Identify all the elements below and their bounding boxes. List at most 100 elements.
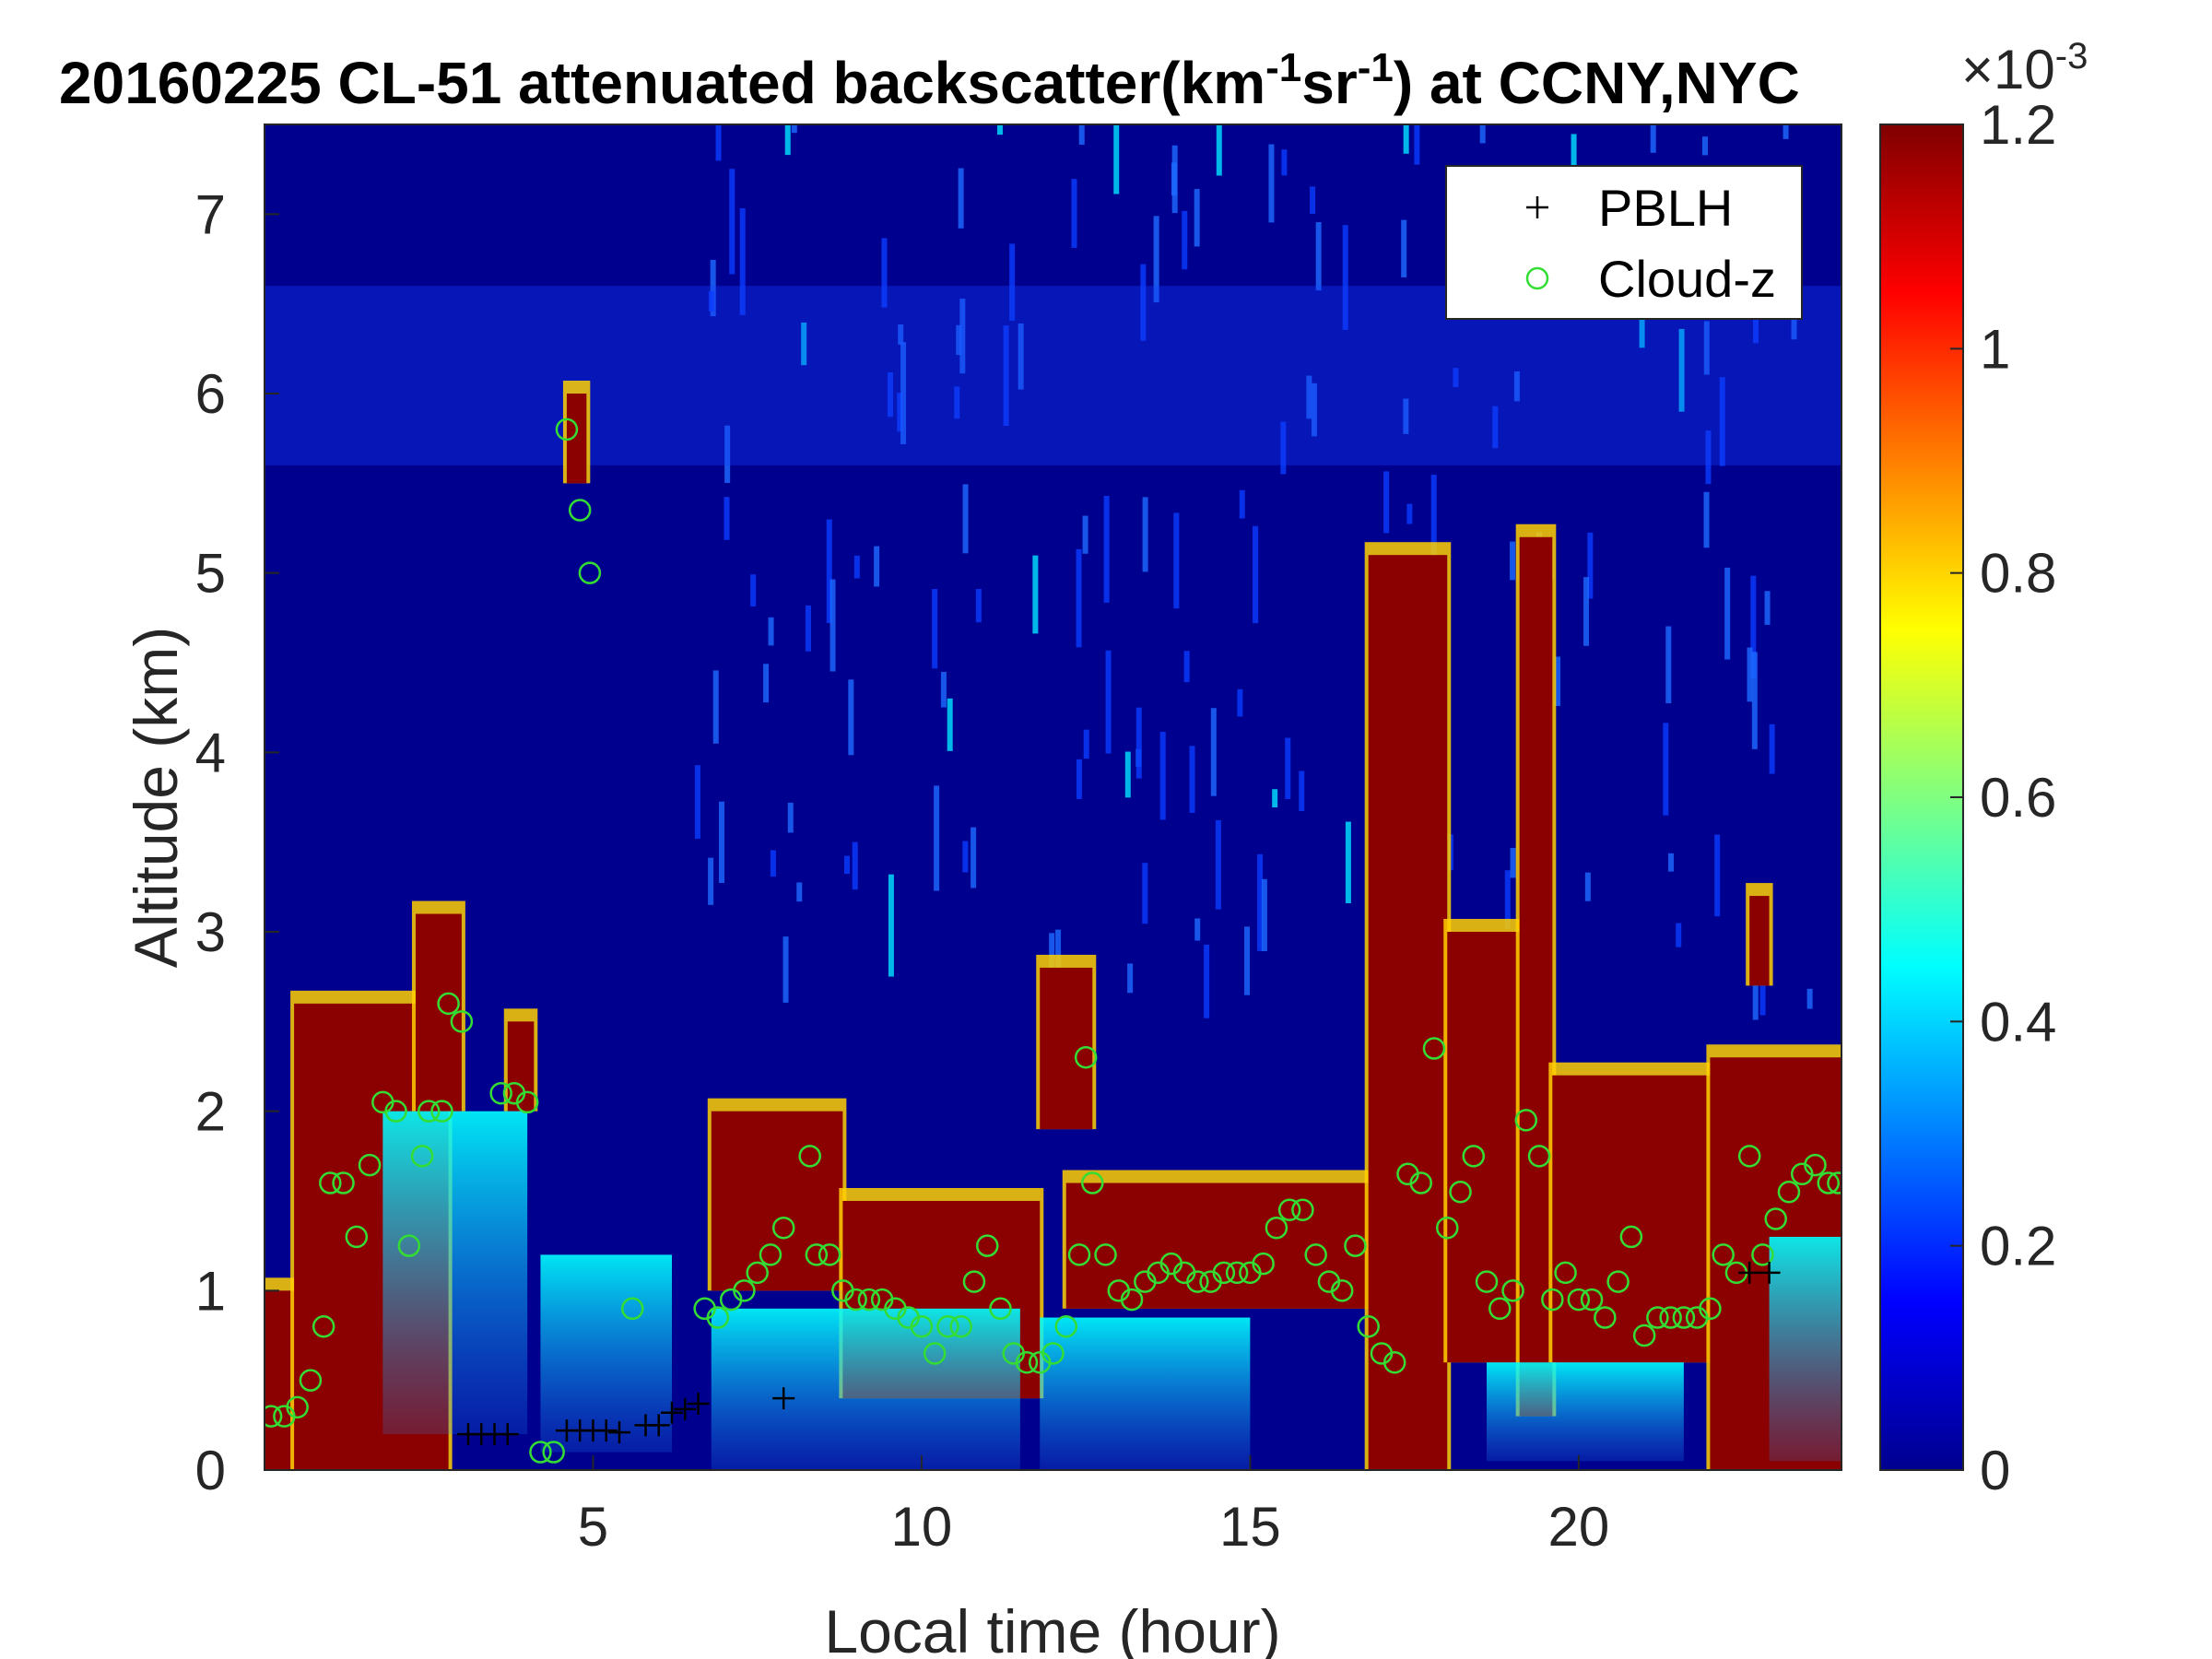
haze-streak [1261,878,1267,952]
haze-streak [1076,548,1082,648]
haze-streak [1311,382,1317,437]
cloud-z-point [312,1315,335,1338]
haze-streak [1127,963,1134,994]
cloud-z-point [1817,1171,1840,1194]
cloud-z-point [319,1171,342,1194]
colorbar-tick-label: 0 [1980,1440,2010,1501]
cloud-z-point [542,1441,565,1464]
haze-streak [1663,723,1669,816]
haze-streak [1078,124,1085,146]
haze-streak [1272,789,1278,808]
cloud-z-point [1699,1297,1722,1321]
cloud-z-point [771,1216,795,1240]
haze-streak [1583,577,1590,646]
cloud-z-point [578,561,602,584]
haze-streak [1171,162,1177,196]
haze-streak [796,882,803,902]
haze-streak [1383,471,1390,534]
haze-streak [784,124,791,156]
cloud-z-point [1646,1306,1669,1329]
haze-streak [1268,144,1275,223]
haze-streak [1009,243,1016,321]
cloud-z-markers [265,418,1841,1464]
pblh-point [687,1392,710,1415]
cloud-z-point [1514,1109,1538,1132]
haze-streak [1769,724,1775,774]
haze-streak [971,827,977,888]
haze-streak [1183,651,1190,683]
haze-streak [1306,375,1312,419]
cloud-z-point [1501,1279,1524,1302]
cloud-z-point [1659,1306,1682,1329]
cloud-z-point [430,1100,453,1123]
haze-streak [1194,918,1201,941]
cloud-z-point [1527,1145,1551,1168]
cloud-z-point [1265,1216,1288,1240]
haze-streak [1018,323,1024,390]
cloud-z-point [437,992,460,1016]
haze-streak [1453,368,1459,387]
cloud-z-point [1015,1350,1039,1374]
haze-streak [1204,944,1210,1018]
x-tick-label: 15 [1219,1496,1281,1558]
haze-streak [932,589,938,669]
cloud-z-point [989,1297,1012,1321]
cloud-z-point [358,1153,382,1177]
cloud-z-point [1554,1261,1577,1285]
cloud-z-point [489,1081,512,1105]
cloud-z-point [1344,1234,1367,1257]
haze-streak [830,579,836,672]
cloud-column [507,1021,535,1112]
haze-streak [900,342,907,445]
y-axis-ticks: 0 1 2 3 4 5 6 7 [195,183,279,1501]
cloud-z-point [620,1297,644,1321]
legend-box [1445,165,1803,320]
haze-streak [1142,863,1148,924]
haze-streak [1215,819,1221,910]
cloud-z-point [1357,1315,1380,1338]
cloud-z-point [1777,1181,1801,1204]
cloud-z-point [1672,1306,1696,1329]
haze-streak [1403,124,1409,154]
haze-streak [1510,541,1516,581]
haze-streak [1665,626,1672,704]
haze-streak [1430,475,1437,574]
cloud-z-point [1330,1279,1354,1302]
haze-streak [962,841,969,873]
haze-streak [715,124,722,161]
haze-streak [848,679,854,756]
cloud-z-point [417,1100,441,1123]
haze-streak [956,324,962,356]
haze-streak [1124,751,1131,798]
pblh-point [674,1397,697,1420]
haze-streak [852,841,858,890]
haze-streak [1513,371,1520,402]
haze-streak [1216,124,1222,176]
haze-streak [1752,316,1759,344]
haze-streak [1791,302,1797,340]
plot-area [265,124,1841,1470]
haze-streak [1783,124,1789,139]
haze-streak [801,322,807,366]
colorbar-exponent: ×10-3 [1961,36,2088,100]
haze-streak [724,497,730,540]
haze-streak [1244,926,1251,995]
cloud-z-point [1751,1243,1774,1266]
cloud-z-point [529,1441,552,1464]
cloud-z-point [1067,1243,1091,1266]
pblh-point [496,1423,519,1446]
cloud-z-point [1081,1171,1104,1194]
cloud-z-point [1580,1288,1604,1312]
haze-streak [954,386,960,419]
legend: PBLH Cloud-z [1445,165,1803,320]
cloud-z-point [1594,1306,1617,1329]
y-tick-label: 7 [195,183,226,245]
haze-streak [1414,124,1420,165]
haze-streak [1159,732,1166,820]
y-tick-label: 1 [195,1260,226,1322]
haze-streak [708,290,714,312]
cloud-z-point [1764,1207,1787,1230]
cloud-z-point [936,1315,959,1338]
y-tick-label: 6 [195,363,226,425]
haze-streak [1280,421,1287,475]
